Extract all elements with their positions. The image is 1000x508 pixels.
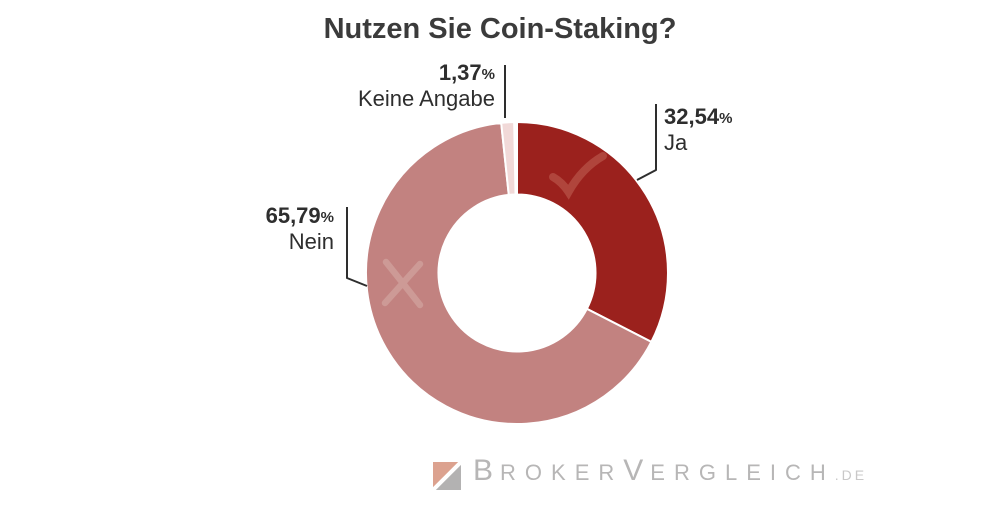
label-keine-angabe-value: 1,37% <box>438 60 495 85</box>
label-ja-name: Ja <box>664 130 688 155</box>
label-nein-name: Nein <box>288 229 334 254</box>
brand-name: BROKERVERGLEICH.DE <box>473 454 868 487</box>
pie-slice-keine-angabe <box>500 121 517 197</box>
brand-logo: BROKERVERGLEICH.DE <box>433 454 868 490</box>
cross-icon <box>381 258 424 309</box>
brokervergleich-logo-icon <box>433 462 461 490</box>
percent-sign: % <box>719 110 733 127</box>
label-ja-value: 32,54% <box>664 104 733 129</box>
chart-title: Nutzen Sie Coin-Staking? <box>323 13 677 45</box>
pie-slice-nein <box>365 121 653 425</box>
label-nein-value: 65,79% <box>265 203 334 228</box>
cross-stroke <box>381 260 424 307</box>
pie-slice-ja <box>516 120 669 344</box>
leader-line-nein <box>346 207 368 287</box>
percent-sign: % <box>320 209 334 226</box>
brand-tld: .DE <box>834 467 868 483</box>
label-keine-angabe: 1,37% Keine Angabe <box>358 61 495 110</box>
percent-sign: % <box>481 66 495 83</box>
check-icon <box>549 152 607 200</box>
label-nein: 65,79% Nein <box>266 204 334 253</box>
leader-line-ja <box>636 104 657 181</box>
label-keine-angabe-name: Keine Angabe <box>357 86 495 111</box>
label-ja: 32,54% Ja <box>664 105 732 154</box>
